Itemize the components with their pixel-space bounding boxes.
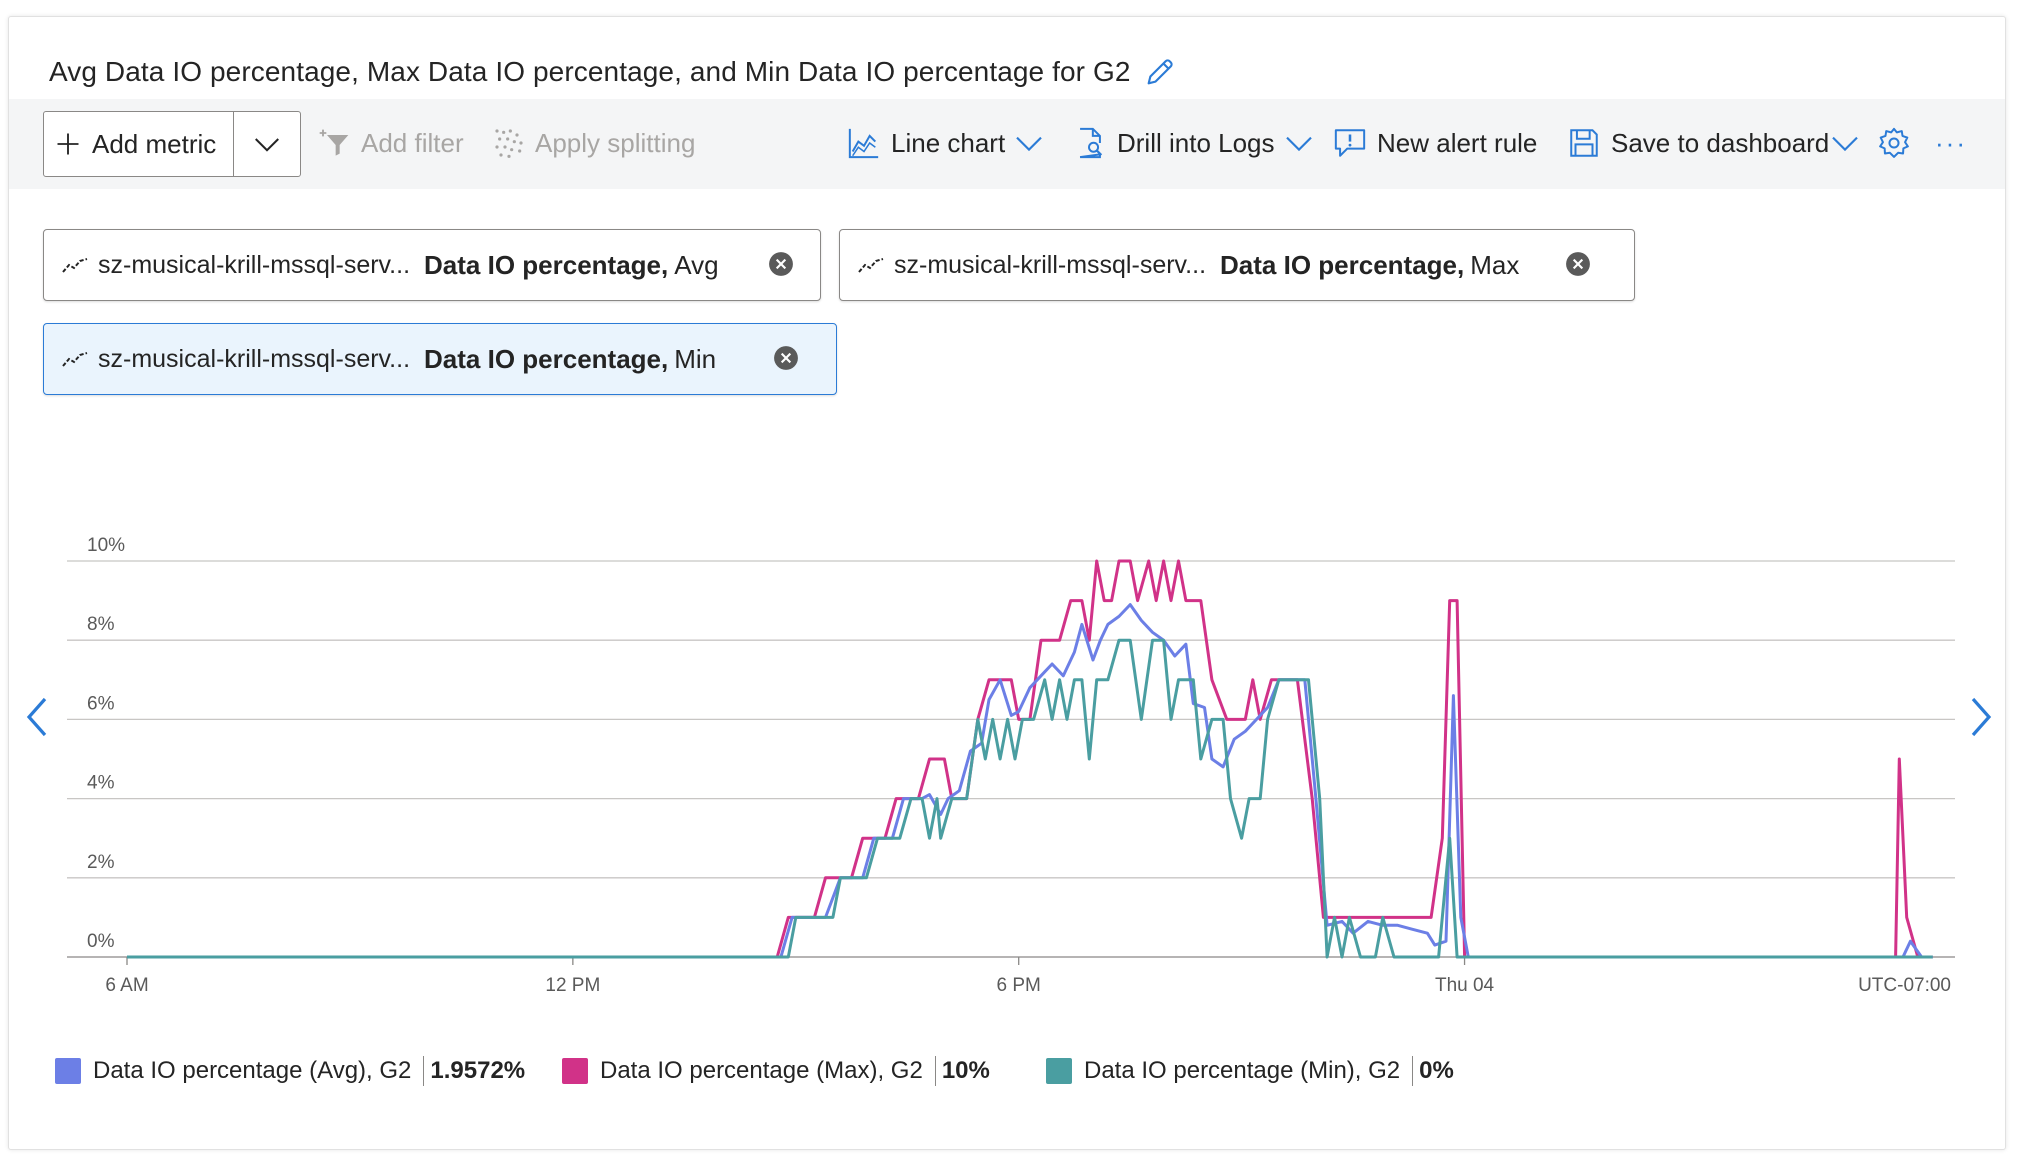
chevron-down-icon — [255, 138, 280, 152]
more-options-button[interactable]: ··· — [1935, 111, 1967, 175]
x-tick-label: 12 PM — [545, 975, 600, 996]
add-metric-button[interactable]: Add metric — [44, 112, 233, 176]
y-tick-label: 0% — [87, 931, 115, 952]
add-metric-split-button: Add metric — [43, 111, 301, 177]
pencil-icon[interactable] — [1143, 54, 1179, 90]
metric-name: Data IO percentage, — [1220, 249, 1465, 280]
chart-title-row: Avg Data IO percentage, Max Data IO perc… — [49, 37, 1179, 107]
metric-aggregation: Avg — [674, 249, 719, 280]
metric-resource: sz-musical-krill-mssql-serv... — [894, 250, 1207, 279]
metric-aggregation: Min — [674, 343, 717, 374]
legend-item-min[interactable]: Data IO percentage (Min), G2 0% — [1046, 1047, 1454, 1095]
add-metric-label: Add metric — [92, 128, 217, 159]
new-alert-rule-button[interactable]: New alert rule — [1333, 111, 1537, 175]
legend-item-avg[interactable]: Data IO percentage (Avg), G2 1.9572% — [55, 1047, 525, 1095]
legend-series-value: 0% — [1419, 1057, 1454, 1084]
metric-resource: sz-musical-krill-mssql-serv... — [98, 250, 411, 279]
close-circle-icon — [769, 252, 793, 276]
drill-into-logs-label: Drill into Logs — [1117, 127, 1275, 158]
timezone-label: UTC-07:00 — [1858, 975, 1951, 996]
metric-pill-min[interactable]: sz-musical-krill-mssql-serv... Data IO p… — [43, 323, 837, 395]
y-tick-label: 4% — [87, 773, 115, 794]
legend-series-name: Data IO percentage (Min), G2 — [1084, 1057, 1401, 1084]
series-line-max — [127, 559, 1933, 959]
sparkline-icon — [62, 258, 88, 273]
x-tick-label: 6 PM — [997, 975, 1041, 996]
more-icon: ··· — [1935, 127, 1967, 158]
remove-metric-button[interactable] — [772, 344, 800, 372]
legend-swatch — [1046, 1058, 1072, 1084]
y-tick-label: 10% — [87, 535, 125, 556]
chevron-down-icon — [1832, 136, 1859, 152]
remove-metric-button[interactable] — [1564, 250, 1592, 278]
save-to-dashboard-label: Save to dashboard — [1611, 127, 1830, 158]
x-tick-label: Thu 04 — [1435, 975, 1495, 996]
filter-icon — [319, 129, 349, 156]
metric-aggregation: Max — [1470, 249, 1520, 280]
chevron-down-icon — [1016, 136, 1042, 152]
series-line-min — [127, 638, 1933, 959]
chevron-left-icon — [26, 697, 47, 737]
legend-item-max[interactable]: Data IO percentage (Max), G2 10% — [562, 1047, 990, 1095]
apply-splitting-label: Apply splitting — [535, 127, 696, 158]
new-alert-rule-label: New alert rule — [1377, 127, 1538, 158]
close-circle-icon — [774, 346, 798, 370]
chart-title: Avg Data IO percentage, Max Data IO perc… — [49, 56, 1131, 87]
add-filter-button[interactable]: Add filter — [319, 111, 464, 175]
close-circle-icon — [1566, 252, 1590, 276]
next-time-button[interactable] — [1961, 689, 2001, 745]
y-tick-label: 6% — [87, 693, 115, 714]
save-to-dashboard-button[interactable]: Save to dashboard — [1567, 111, 1861, 175]
previous-time-button[interactable] — [17, 689, 57, 745]
x-tick-label: 6 AM — [105, 975, 148, 996]
remove-metric-button[interactable] — [767, 250, 795, 278]
chevron-down-icon — [1285, 136, 1312, 152]
metrics-chart-card: Avg Data IO percentage, Max Data IO perc… — [8, 16, 2006, 1150]
apply-splitting-button[interactable]: Apply splitting — [493, 111, 695, 175]
metric-resource: sz-musical-krill-mssql-serv... — [98, 344, 411, 373]
line-chart-button[interactable]: Line chart — [847, 111, 1045, 175]
plus-icon — [57, 133, 79, 155]
y-tick-label: 2% — [87, 852, 115, 873]
sparkline-icon — [858, 258, 884, 273]
add-metric-dropdown[interactable] — [234, 112, 300, 176]
add-filter-label: Add filter — [361, 127, 464, 158]
settings-button[interactable] — [1877, 111, 1911, 175]
chevron-right-icon — [1971, 697, 1992, 737]
line-chart-icon — [848, 128, 879, 159]
legend-series-name: Data IO percentage (Max), G2 — [600, 1057, 923, 1084]
metric-name: Data IO percentage, — [424, 343, 669, 374]
gear-icon — [1879, 127, 1909, 158]
save-icon — [1570, 129, 1598, 157]
legend-swatch — [55, 1058, 81, 1084]
line-chart-label: Line chart — [891, 127, 1006, 158]
chart-toolbar: Add metric Add filter Apply splitting Li… — [9, 99, 2005, 189]
drill-into-logs-button[interactable]: Drill into Logs — [1073, 111, 1315, 175]
line-chart[interactable]: 0% 2% 4% 6% 8% 10% 6 AM 12 PM 6 PM Thu 04 UTC-07:… — [9, 517, 2005, 997]
series-line-avg — [127, 603, 1933, 959]
logs-icon — [1079, 127, 1103, 159]
y-tick-label: 8% — [87, 614, 115, 635]
metric-name: Data IO percentage, — [424, 249, 669, 280]
sparkline-icon — [62, 352, 88, 367]
alert-icon — [1334, 129, 1366, 157]
legend-series-name: Data IO percentage (Avg), G2 — [93, 1057, 412, 1084]
metric-pill-avg[interactable]: sz-musical-krill-mssql-serv... Data IO p… — [43, 229, 821, 301]
splitting-icon — [495, 129, 523, 158]
metric-pill-max[interactable]: sz-musical-krill-mssql-serv... Data IO p… — [839, 229, 1635, 301]
legend-series-value: 1.9572% — [430, 1057, 526, 1084]
legend-series-value: 10% — [941, 1057, 990, 1084]
legend-swatch — [562, 1058, 588, 1084]
